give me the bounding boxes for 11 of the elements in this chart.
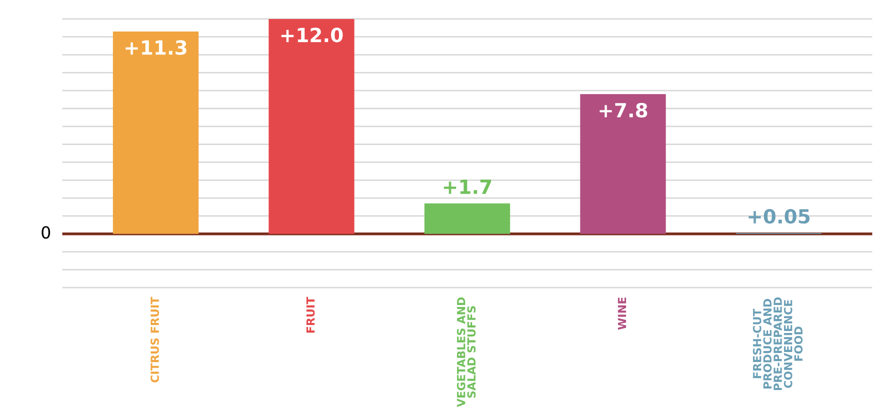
data-label: +7.8	[600, 102, 648, 118]
x-tick-label: VEGETABLES AND SALAD STUFFS	[456, 297, 476, 408]
text: 0	[42, 226, 50, 239]
data-label: +1.7	[444, 180, 492, 194]
x-tick-label: FRUIT	[306, 296, 315, 333]
x-tick-label: CITRUS FRUIT	[150, 296, 159, 382]
data-label: +12.0	[281, 28, 343, 42]
data-label: +0.05	[748, 208, 810, 224]
data-label: +11.3	[126, 40, 186, 55]
x-tick-label: FRESH-CUT PRODUCE AND PRE-PREPARED CONVENIENCE FOOD	[752, 297, 803, 390]
x-tick-label: WINE	[618, 298, 626, 330]
